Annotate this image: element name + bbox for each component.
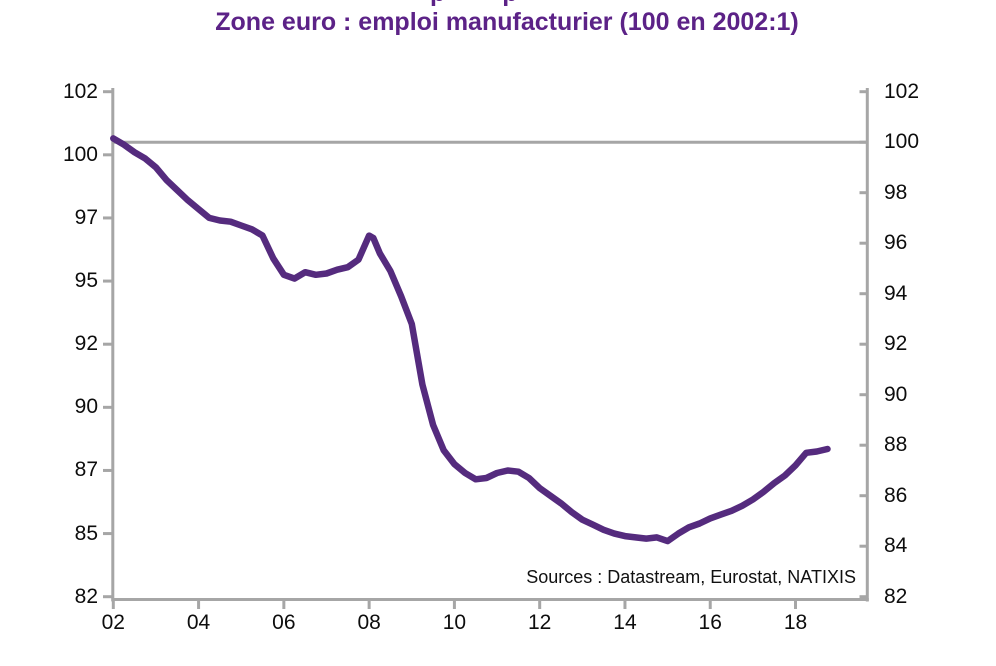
series-layer (110, 135, 831, 545)
right-axis-label: 94 (884, 281, 908, 305)
left-axis-label: 90 (74, 395, 98, 419)
right-axis-label: 86 (884, 483, 908, 507)
clipped-title-fragment: p p (430, 0, 518, 6)
left-axis-label: 102 (62, 79, 98, 103)
left-axis-label: 92 (74, 332, 98, 356)
x-axis-label: 04 (186, 611, 211, 634)
right-axis-label: 98 (884, 180, 908, 204)
x-axis-label: 02 (101, 611, 125, 634)
x-axis-label: 08 (357, 611, 381, 634)
employment-series-line (110, 135, 831, 545)
right-axis-label: 100 (884, 130, 920, 154)
clipped-previous-title-line: p p (0, 0, 996, 8)
x-axis-label: 16 (698, 611, 722, 634)
chart-title: Zone euro : emploi manufacturier (100 en… (215, 8, 799, 36)
x-axis-label: 18 (783, 611, 808, 634)
right-axis-label: 92 (884, 332, 908, 356)
x-axis-label: 06 (272, 611, 296, 634)
right-axis-label: 96 (884, 231, 908, 255)
x-axis-label: 12 (527, 611, 552, 634)
left-axis-label: 95 (74, 269, 98, 293)
left-axis-label: 87 (74, 458, 98, 482)
right-axis-label: 84 (884, 534, 908, 558)
right-axis-label: 88 (884, 433, 908, 457)
left-axis-label: 85 (74, 521, 98, 545)
sources-note: Sources : Datastream, Eurostat, NATIXIS (526, 567, 856, 587)
x-axis-label: 10 (442, 611, 467, 634)
right-axis-label: 90 (884, 382, 908, 406)
x-axis-label: 14 (613, 611, 637, 634)
right-axis-label: 82 (884, 584, 908, 608)
left-axis-label: 100 (62, 142, 98, 166)
right-axis-label: 102 (884, 79, 920, 103)
left-axis-label: 97 (74, 205, 98, 229)
axes-layer (103, 88, 869, 609)
left-axis-label: 82 (74, 584, 98, 608)
